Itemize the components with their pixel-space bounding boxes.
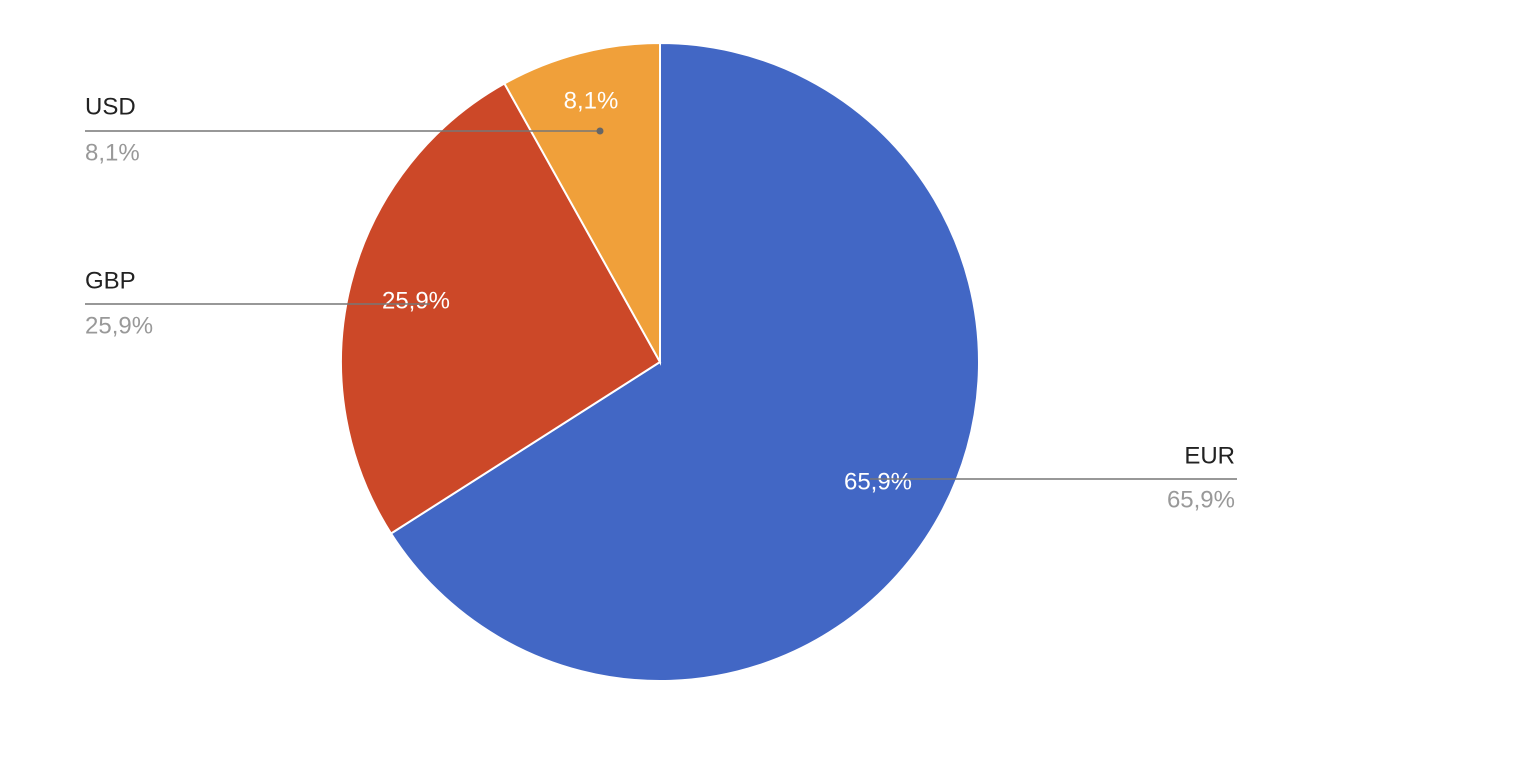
- legend-label: USD: [85, 93, 136, 120]
- pie-slice: [340, 82, 662, 535]
- pie-slice: [389, 41, 980, 682]
- legend-value: 65,9%: [1167, 486, 1235, 513]
- legend-label: EUR: [1184, 442, 1235, 469]
- legend-value: 8,1%: [85, 139, 140, 166]
- slice-label: 25,9%: [382, 287, 450, 314]
- leader-dot: [596, 127, 604, 135]
- legend-label: GBP: [85, 267, 136, 294]
- slice-label: 65,9%: [844, 468, 912, 495]
- pie-slice: [503, 41, 661, 366]
- slice-label: 8,1%: [564, 87, 619, 114]
- legend-value: 25,9%: [85, 312, 153, 339]
